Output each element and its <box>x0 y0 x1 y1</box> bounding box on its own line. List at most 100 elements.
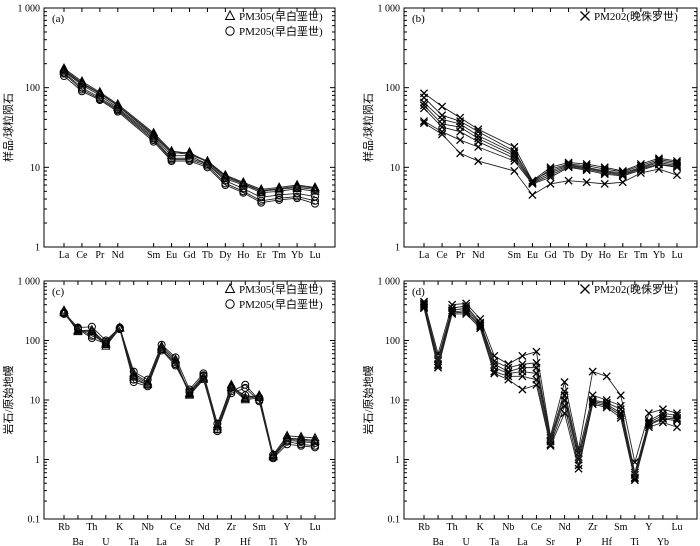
x-tick-label: Sr <box>185 537 195 546</box>
x-tick-label: Dy <box>219 250 231 261</box>
data-point <box>87 322 96 331</box>
data-point <box>115 323 124 332</box>
data-point <box>213 419 222 428</box>
data-point <box>283 436 292 445</box>
data-point <box>588 367 597 376</box>
data-point <box>292 180 302 190</box>
data-point <box>255 393 264 402</box>
data-point <box>199 369 208 378</box>
x-tick-label: Yb <box>291 250 303 261</box>
x-tick-label: Hf <box>601 537 612 546</box>
data-point <box>239 188 248 197</box>
x-tick-label: Nd <box>558 522 570 533</box>
data-point <box>546 179 555 188</box>
data-point <box>602 401 611 410</box>
data-point <box>518 351 527 361</box>
x-tick-label: Y <box>283 522 290 533</box>
chart-panel-b: 1 10 100 1 000 样品/球粒陨石 La Ce Pr Nd Sm Eu Gd Tb Dy Ho Er… <box>361 4 698 261</box>
x-tick-label: Yb <box>657 537 669 546</box>
x-tick-label: Sm <box>614 522 628 533</box>
x-tick-label: Nd <box>472 250 484 261</box>
data-point <box>227 383 236 392</box>
series-line <box>423 304 678 476</box>
data-point <box>275 190 284 199</box>
data-point <box>256 183 266 193</box>
y-tick-label: 1 <box>395 243 400 254</box>
data-point <box>474 134 483 143</box>
data-point <box>532 369 541 378</box>
data-point <box>293 194 302 203</box>
data-point <box>654 165 663 174</box>
data-point <box>600 179 609 188</box>
data-point <box>167 154 176 163</box>
series-2 <box>59 66 320 197</box>
y-tick-label: 100 <box>385 83 400 94</box>
panel-label: (a) <box>52 13 65 25</box>
data-point <box>433 363 443 372</box>
x-tick-label: Ta <box>129 537 139 546</box>
data-point <box>60 68 68 77</box>
x-tick-label: Ce <box>437 250 449 261</box>
data-point <box>157 346 166 355</box>
data-point <box>582 165 591 174</box>
series-line <box>423 308 678 481</box>
x-tick-label: Nb <box>502 522 514 533</box>
data-point <box>221 181 230 190</box>
data-point <box>419 117 429 126</box>
data-point <box>644 409 653 418</box>
data-point <box>257 193 266 202</box>
y-tick-label: 0.1 <box>28 515 41 526</box>
data-point <box>129 367 138 376</box>
x-tick-label: Zr <box>588 522 598 533</box>
data-point <box>113 104 122 113</box>
data-point <box>510 156 519 166</box>
series-2 <box>59 307 320 461</box>
data-point <box>616 411 625 420</box>
series-line <box>63 69 316 192</box>
x-tick-label: Lu <box>671 522 682 533</box>
series-line <box>423 102 678 182</box>
data-point <box>241 391 250 400</box>
x-tick-label: Th <box>447 522 458 533</box>
chart-panel-a: 1 10 100 1 000 样品/球粒陨石 La Ce Pr Nd Sm Eu Gd Tb Dy Ho Er… <box>1 4 336 261</box>
data-point <box>311 196 319 205</box>
data-point <box>419 300 429 309</box>
panel-label: (c) <box>52 286 65 298</box>
legend-marker <box>224 9 236 20</box>
data-point <box>311 443 319 452</box>
data-point <box>636 165 645 174</box>
data-point <box>77 83 86 92</box>
legend-label: PM205(早白垩世) <box>239 24 323 38</box>
data-point <box>203 160 212 169</box>
data-point <box>310 183 320 193</box>
data-point <box>528 190 537 200</box>
data-point <box>510 166 519 176</box>
series-1 <box>59 306 320 460</box>
data-point <box>588 400 597 409</box>
x-tick-label: Gd <box>183 250 195 261</box>
series-1 <box>59 64 320 195</box>
data-point <box>149 128 159 138</box>
x-tick-label: Ta <box>489 537 499 546</box>
x-tick-label: Ba <box>433 537 445 546</box>
series-3 <box>60 308 319 462</box>
legend-label: PM202(晚侏罗世) <box>594 283 678 296</box>
data-point <box>438 130 447 139</box>
data-point <box>474 142 483 152</box>
data-point <box>630 476 639 485</box>
x-tick-label: Tm <box>634 250 648 261</box>
legend-marker <box>224 282 236 293</box>
x-tick-label: Pr <box>95 250 105 261</box>
x-tick-label: Pr <box>456 250 466 261</box>
data-point <box>474 125 483 134</box>
x-tick-label: Eu <box>527 250 538 261</box>
data-point <box>149 134 158 143</box>
x-tick-label: Gd <box>544 250 556 261</box>
data-point <box>658 405 668 414</box>
data-point <box>600 168 609 178</box>
y-tick-label: 100 <box>25 83 40 94</box>
data-point <box>310 182 320 192</box>
data-point <box>462 308 471 317</box>
y-tick-label: 10 <box>390 163 400 174</box>
legend-label: PM202(晚侏罗世) <box>594 10 678 23</box>
